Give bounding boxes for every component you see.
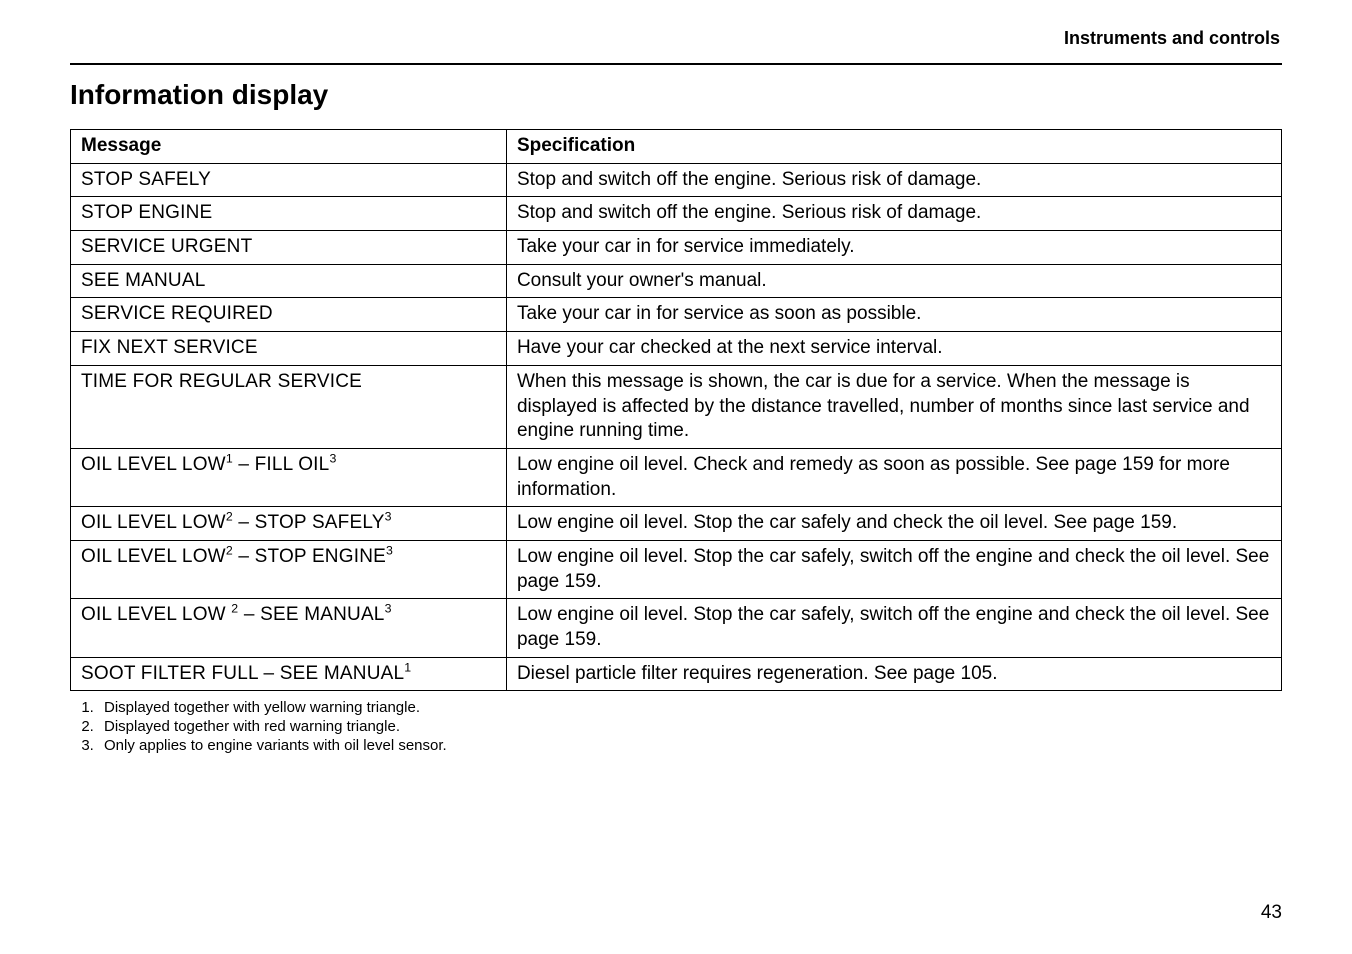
col-header-message: Message: [71, 130, 507, 164]
spec-cell: Diesel particle filter requires regenera…: [506, 657, 1281, 691]
msg-pre: OIL LEVEL LOW: [81, 512, 226, 533]
section-header: Instruments and controls: [70, 28, 1282, 55]
table-row: SOOT FILTER FULL – SEE MANUAL1 Diesel pa…: [71, 657, 1282, 691]
spec-cell: Low engine oil level. Stop the car safel…: [506, 540, 1281, 598]
footnote-item: Displayed together with yellow warning t…: [98, 699, 1282, 718]
table-row: STOP ENGINE Stop and switch off the engi…: [71, 197, 1282, 231]
page: Instruments and controls Information dis…: [0, 0, 1352, 954]
msg-cell: SEE MANUAL: [71, 264, 507, 298]
table-row: SERVICE REQUIRED Take your car in for se…: [71, 298, 1282, 332]
msg-mid: – STOP ENGINE: [233, 546, 386, 567]
msg-mid: – STOP SAFELY: [233, 512, 385, 533]
msg-cell: SERVICE REQUIRED: [71, 298, 507, 332]
msg-sup1: 1: [226, 452, 233, 466]
page-number: 43: [1261, 902, 1282, 924]
table-row: OIL LEVEL LOW2 – STOP ENGINE3 Low engine…: [71, 540, 1282, 598]
table-row: OIL LEVEL LOW2 – STOP SAFELY3 Low engine…: [71, 507, 1282, 541]
msg-sup1: 1: [404, 660, 411, 674]
msg-cell: OIL LEVEL LOW2 – STOP ENGINE3: [71, 540, 507, 598]
msg-cell: OIL LEVEL LOW2 – STOP SAFELY3: [71, 507, 507, 541]
msg-mid: – FILL OIL: [233, 454, 330, 475]
msg-sup2: 3: [385, 602, 392, 616]
col-header-specification: Specification: [506, 130, 1281, 164]
msg-cell: SOOT FILTER FULL – SEE MANUAL1: [71, 657, 507, 691]
msg-cell: STOP SAFELY: [71, 163, 507, 197]
msg-sup1: 2: [226, 544, 233, 558]
msg-sup2: 3: [385, 510, 392, 524]
footnote-item: Only applies to engine variants with oil…: [98, 737, 1282, 756]
msg-pre: OIL LEVEL LOW: [81, 454, 226, 475]
msg-pre: OIL LEVEL LOW: [81, 546, 226, 567]
spec-cell: Take your car in for service immediately…: [506, 231, 1281, 265]
table-row: FIX NEXT SERVICE Have your car checked a…: [71, 332, 1282, 366]
footnote-item: Displayed together with red warning tria…: [98, 718, 1282, 737]
msg-cell: TIME FOR REGULAR SERVICE: [71, 365, 507, 448]
msg-cell: FIX NEXT SERVICE: [71, 332, 507, 366]
spec-cell: Stop and switch off the engine. Serious …: [506, 163, 1281, 197]
msg-pre: SOOT FILTER FULL – SEE MANUAL: [81, 663, 404, 684]
msg-sup2: 3: [386, 544, 393, 558]
header-rule: [70, 63, 1282, 65]
footnotes-list: Displayed together with yellow warning t…: [70, 699, 1282, 755]
msg-cell: STOP ENGINE: [71, 197, 507, 231]
table-row: TIME FOR REGULAR SERVICE When this messa…: [71, 365, 1282, 448]
msg-pre: OIL LEVEL LOW: [81, 604, 231, 625]
spec-cell: Low engine oil level. Stop the car safel…: [506, 599, 1281, 657]
table-row: OIL LEVEL LOW1 – FILL OIL3 Low engine oi…: [71, 448, 1282, 506]
msg-cell: OIL LEVEL LOW 2 – SEE MANUAL3: [71, 599, 507, 657]
spec-cell: Low engine oil level. Stop the car safel…: [506, 507, 1281, 541]
spec-cell: Take your car in for service as soon as …: [506, 298, 1281, 332]
table-row: OIL LEVEL LOW 2 – SEE MANUAL3 Low engine…: [71, 599, 1282, 657]
spec-cell: Stop and switch off the engine. Serious …: [506, 197, 1281, 231]
table-row: SEE MANUAL Consult your owner's manual.: [71, 264, 1282, 298]
info-display-table: Message Specification STOP SAFELY Stop a…: [70, 129, 1282, 691]
spec-cell: When this message is shown, the car is d…: [506, 365, 1281, 448]
msg-sup1: 2: [226, 510, 233, 524]
table-row: SERVICE URGENT Take your car in for serv…: [71, 231, 1282, 265]
msg-sup2: 3: [329, 452, 336, 466]
spec-cell: Have your car checked at the next servic…: [506, 332, 1281, 366]
msg-mid: – SEE MANUAL: [238, 604, 384, 625]
table-row: STOP SAFELY Stop and switch off the engi…: [71, 163, 1282, 197]
msg-cell: SERVICE URGENT: [71, 231, 507, 265]
spec-cell: Consult your owner's manual.: [506, 264, 1281, 298]
page-title: Information display: [70, 79, 1282, 111]
msg-cell: OIL LEVEL LOW1 – FILL OIL3: [71, 448, 507, 506]
spec-cell: Low engine oil level. Check and remedy a…: [506, 448, 1281, 506]
table-header-row: Message Specification: [71, 130, 1282, 164]
